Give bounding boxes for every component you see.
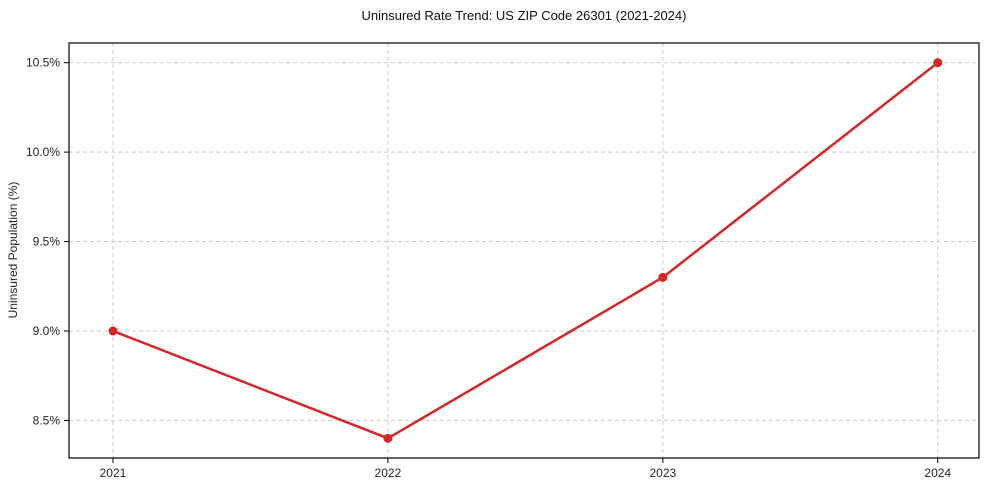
y-tick-label: 9.0%	[33, 324, 61, 338]
x-tick-label: 2024	[924, 466, 951, 480]
x-tick-label: 2023	[649, 466, 676, 480]
y-tick-label: 10.5%	[26, 56, 60, 70]
data-point	[383, 433, 393, 443]
y-tick-label: 8.5%	[33, 413, 61, 427]
chart-title: Uninsured Rate Trend: US ZIP Code 26301 …	[361, 8, 687, 23]
x-tick-label: 2021	[100, 466, 127, 480]
y-tick-label: 9.5%	[33, 235, 61, 249]
data-point	[108, 326, 118, 336]
y-tick-label: 10.0%	[26, 145, 60, 159]
trend-line	[111, 61, 940, 440]
plot-background	[69, 43, 979, 458]
plot-border	[68, 42, 980, 459]
data-point	[658, 272, 668, 282]
data-point	[933, 58, 943, 68]
x-tick-label: 2022	[375, 466, 402, 480]
